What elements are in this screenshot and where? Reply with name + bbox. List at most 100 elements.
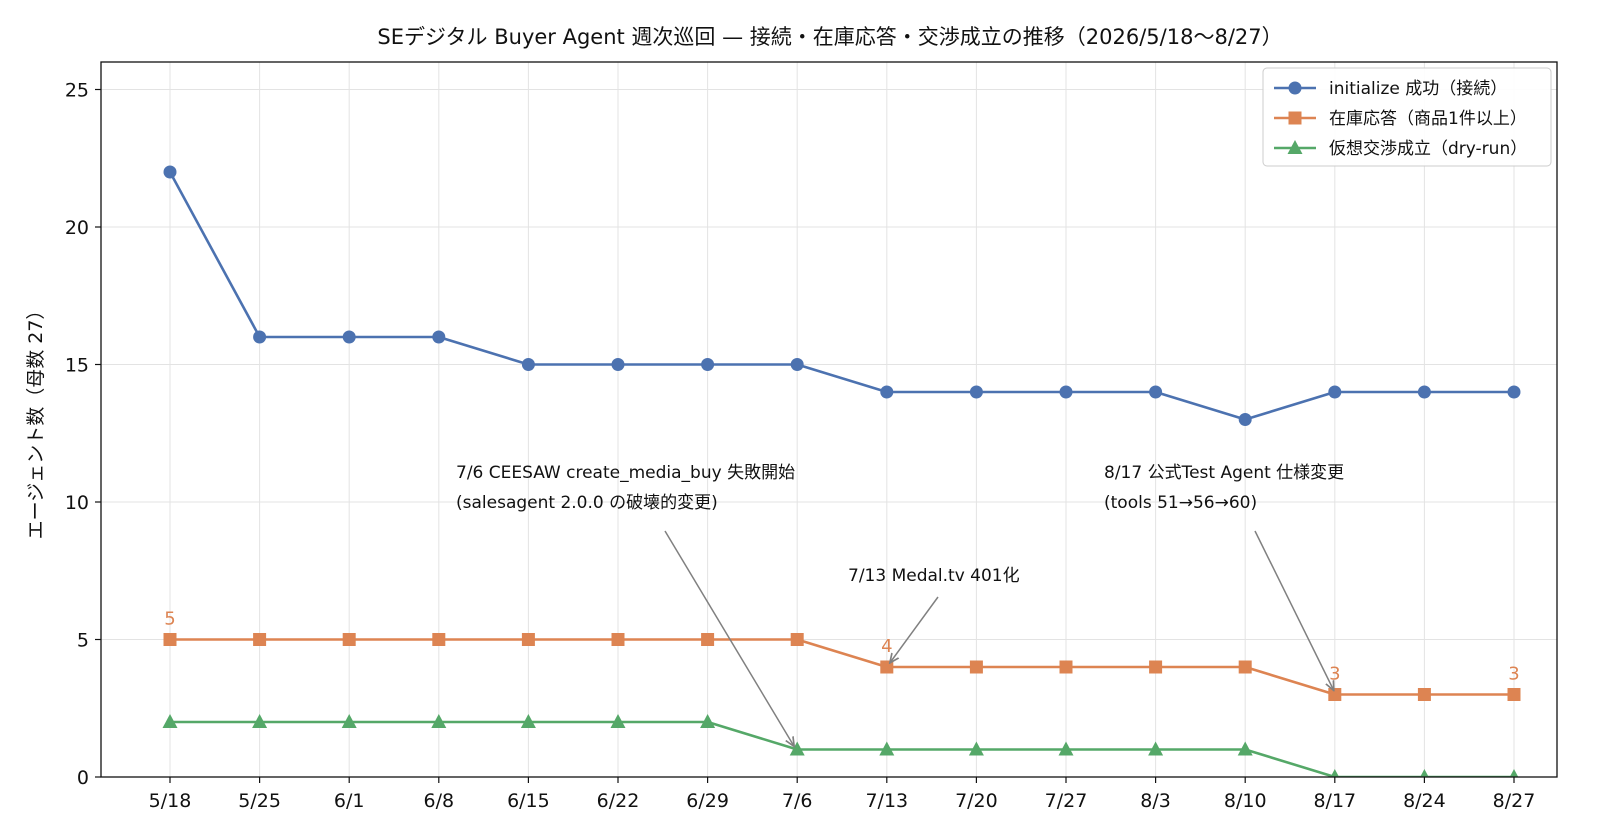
data-point xyxy=(1059,385,1073,399)
data-point xyxy=(1148,741,1164,756)
data-point xyxy=(432,330,446,344)
data-point xyxy=(1417,688,1431,701)
data-point xyxy=(1417,385,1431,399)
series-line xyxy=(170,720,1514,777)
data-label: 3 xyxy=(1508,664,1519,685)
x-tick-label: 7/27 xyxy=(1045,790,1088,812)
data-point xyxy=(1238,413,1252,426)
data-point xyxy=(520,714,536,728)
series-layer xyxy=(162,165,1521,777)
data-point xyxy=(521,633,535,646)
x-tick-label: 6/15 xyxy=(507,790,550,812)
x-tick-label: 7/20 xyxy=(955,790,998,812)
data-point xyxy=(789,741,805,756)
data-labels: 5 4 3 3 xyxy=(164,609,1519,685)
data-point xyxy=(1507,688,1521,701)
legend-marker xyxy=(1288,81,1302,95)
legend-label: 仮想交渉成立（dry-run） xyxy=(1329,139,1527,159)
data-point xyxy=(521,358,535,371)
data-label: 3 xyxy=(1329,664,1340,685)
data-point xyxy=(431,714,447,728)
data-point xyxy=(701,358,715,371)
legend-marker xyxy=(1287,140,1303,154)
data-point xyxy=(1507,385,1521,399)
y-tick-label: 15 xyxy=(65,355,89,377)
data-point xyxy=(1149,385,1163,399)
data-point xyxy=(611,358,625,371)
legend: initialize 成功（接続） 在庫応答（商品1件以上） 仮想交渉成立（dry-… xyxy=(1262,67,1552,167)
data-point xyxy=(968,741,984,756)
axis-ticks: 5/18 5/25 6/1 6/8 6/15 6/22 6/29 7/6 7/13 7/20 7/2… xyxy=(65,80,1536,813)
legend-item: 仮想交渉成立（dry-run） xyxy=(1274,139,1527,159)
legend-label: initialize 成功（接続） xyxy=(1329,79,1507,99)
data-point xyxy=(163,633,177,646)
data-point xyxy=(1328,385,1342,399)
legend-marker xyxy=(1288,111,1302,125)
data-point xyxy=(432,633,446,646)
data-point xyxy=(1420,769,1429,777)
annotation-text: 8/17 公式Test Agent 仕様変更 xyxy=(1104,463,1344,483)
y-tick-label: 5 xyxy=(77,630,89,652)
series-line xyxy=(170,638,1514,696)
data-label: 4 xyxy=(881,636,892,657)
annotation: 7/6 CEESAW create_media_buy 失敗開始 (salesag… xyxy=(456,463,795,747)
data-point xyxy=(1058,741,1074,756)
x-tick-label: 6/29 xyxy=(686,790,729,812)
data-point xyxy=(790,358,804,371)
x-tick-label: 8/3 xyxy=(1140,790,1171,812)
legend-label: 在庫応答（商品1件以上） xyxy=(1329,109,1527,129)
data-point xyxy=(341,714,357,728)
data-point xyxy=(790,633,804,646)
annotation-arrow xyxy=(890,596,939,663)
data-point xyxy=(1328,688,1342,701)
chart-title: SEデジタル Buyer Agent 週次巡回 — 接続・在庫応答・交渉成立の推… xyxy=(377,25,1282,49)
annotation: 8/17 公式Test Agent 仕様変更 (tools 51→56→60) xyxy=(1104,463,1344,691)
data-point xyxy=(252,714,268,728)
plot-frame xyxy=(100,61,1558,778)
data-point xyxy=(1237,741,1253,756)
legend-box xyxy=(1262,67,1552,167)
data-point xyxy=(880,660,894,674)
x-tick-label: 5/18 xyxy=(149,790,192,812)
data-label: 5 xyxy=(164,609,175,630)
annotation: 7/13 Medal.tv 401化 xyxy=(848,566,1020,663)
y-axis-label: エージェント数（母数 27） xyxy=(25,301,47,540)
data-point xyxy=(1509,769,1519,777)
annotation-text: 7/6 CEESAW create_media_buy 失敗開始 xyxy=(456,463,795,483)
series-2 xyxy=(163,633,1521,701)
data-point xyxy=(1238,660,1252,674)
annotation-text: (salesagent 2.0.0 の破壊的変更) xyxy=(456,493,718,513)
x-tick-label: 5/25 xyxy=(238,790,281,812)
annotation-text: (tools 51→56→60) xyxy=(1104,493,1257,513)
x-tick-label: 6/22 xyxy=(597,790,640,812)
data-point xyxy=(610,714,626,728)
data-point xyxy=(700,714,716,728)
data-point xyxy=(611,633,625,646)
data-point xyxy=(880,385,894,399)
y-tick-label: 20 xyxy=(65,217,89,239)
data-point xyxy=(1330,769,1340,777)
data-point xyxy=(253,330,267,344)
data-point xyxy=(163,165,177,179)
x-tick-label: 7/6 xyxy=(782,790,813,812)
x-tick-label: 6/1 xyxy=(334,790,365,812)
y-tick-label: 10 xyxy=(65,492,89,514)
x-tick-label: 8/24 xyxy=(1403,790,1446,812)
annotations: 7/6 CEESAW create_media_buy 失敗開始 (salesag… xyxy=(456,463,1344,747)
data-point xyxy=(253,633,267,646)
data-point xyxy=(969,660,983,674)
data-point xyxy=(969,385,983,399)
y-tick-label: 0 xyxy=(77,767,89,789)
data-point xyxy=(1149,660,1163,674)
annotation-arrow xyxy=(1254,530,1334,691)
x-tick-label: 8/27 xyxy=(1493,790,1536,812)
data-point xyxy=(879,741,895,756)
series-1 xyxy=(163,165,1521,426)
y-tick-label: 25 xyxy=(65,80,89,102)
data-point xyxy=(162,714,178,728)
series-3 xyxy=(162,714,1519,777)
legend-item: 在庫応答（商品1件以上） xyxy=(1274,109,1527,129)
data-point xyxy=(701,633,715,646)
x-tick-label: 6/8 xyxy=(424,790,455,812)
